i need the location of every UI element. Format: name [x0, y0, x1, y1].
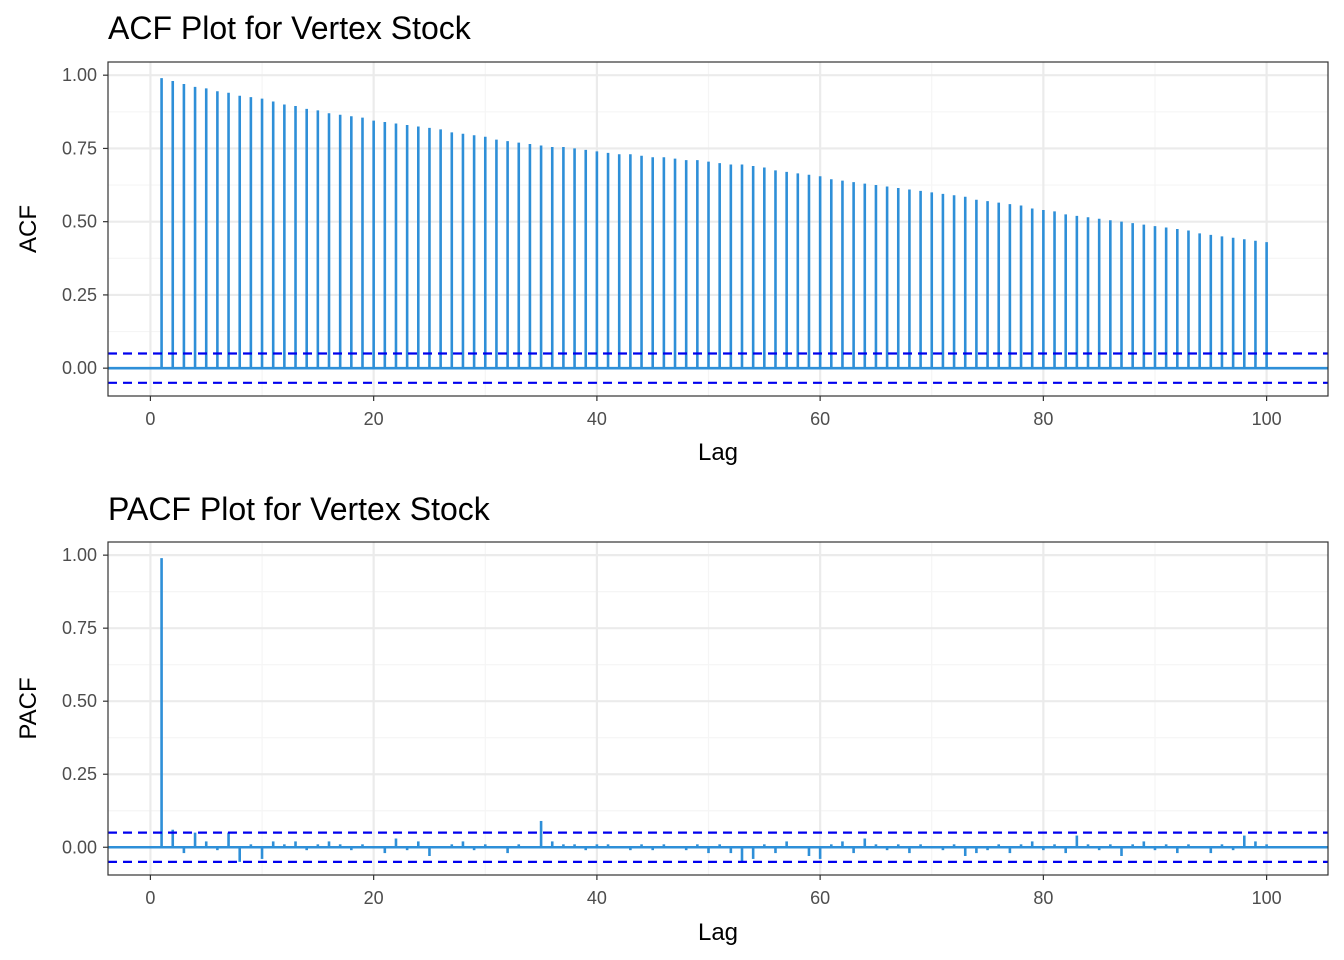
acf-y-tick-label: 0.25	[62, 285, 97, 305]
pacf-x-tick-label: 60	[810, 888, 830, 908]
acf-x-tick-label: 100	[1252, 409, 1282, 429]
acf-x-axis-title: Lag	[698, 439, 738, 466]
pacf-y-tick-label: 0.50	[62, 691, 97, 711]
pacf-y-tick-label: 0.75	[62, 618, 97, 638]
acf-y-tick-label: 0.75	[62, 138, 97, 158]
acf-chart-title: ACF Plot for Vertex Stock	[108, 10, 472, 46]
pacf-x-axis-title: Lag	[698, 919, 738, 946]
pacf-x-tick-label: 100	[1252, 888, 1282, 908]
acf-x-tick-label: 20	[364, 409, 384, 429]
acf-y-tick-label: 0.50	[62, 212, 97, 232]
pacf-chart-title: PACF Plot for Vertex Stock	[108, 491, 491, 527]
acf-y-axis-title: ACF	[15, 205, 42, 253]
pacf-x-tick-label: 40	[587, 888, 607, 908]
acf-x-tick-label: 40	[587, 409, 607, 429]
pacf-y-tick-label: 0.00	[62, 837, 97, 857]
pacf-x-tick-label: 0	[145, 888, 155, 908]
pacf-y-tick-label: 0.25	[62, 764, 97, 784]
acf-x-tick-label: 0	[145, 409, 155, 429]
acf-x-tick-label: 60	[810, 409, 830, 429]
pacf-x-tick-label: 80	[1033, 888, 1053, 908]
acf-x-tick-label: 80	[1033, 409, 1053, 429]
acf-y-tick-label: 0.00	[62, 358, 97, 378]
pacf-panel	[103, 541, 1329, 880]
pacf-y-tick-label: 1.00	[62, 545, 97, 565]
pacf-x-tick-label: 20	[364, 888, 384, 908]
acf-panel-border	[107, 61, 1329, 397]
acf-panel	[103, 61, 1329, 401]
pacf-panel-border	[107, 541, 1329, 876]
acf-y-tick-label: 1.00	[62, 65, 97, 85]
pacf-y-axis-title: PACF	[15, 677, 42, 739]
